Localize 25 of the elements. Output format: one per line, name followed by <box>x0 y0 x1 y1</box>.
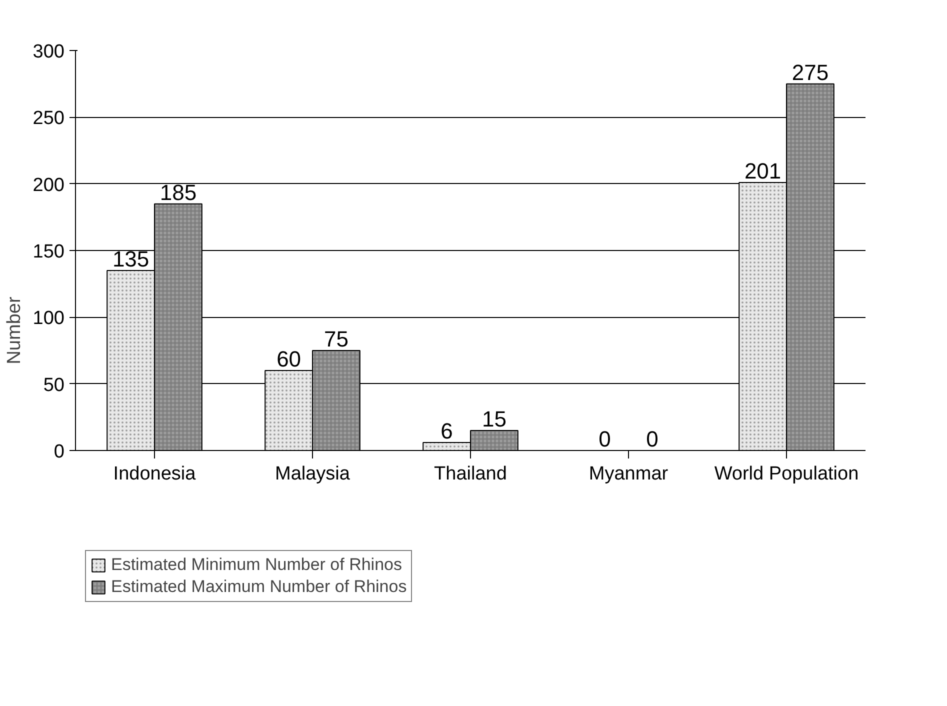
x-tick-label: Malaysia <box>275 464 350 484</box>
y-tick-label: 200 <box>32 174 64 196</box>
data-label: 15 <box>482 406 506 432</box>
legend-label: Estimated Maximum Number of Rhinos <box>111 577 407 597</box>
legend-label: Estimated Minimum Number of Rhinos <box>111 555 402 575</box>
data-label: 6 <box>440 418 453 444</box>
data-label: 201 <box>744 158 782 184</box>
data-label: 275 <box>792 60 829 85</box>
y-tick-label: 300 <box>32 42 64 62</box>
x-tick-label: Myanmar <box>588 464 669 484</box>
y-tick-label: 250 <box>32 108 64 130</box>
x-tick-label: Indonesia <box>113 464 196 484</box>
y-tick-label: 100 <box>32 308 64 330</box>
x-tick-label: World Population <box>714 464 859 484</box>
data-label: 60 <box>276 346 302 372</box>
data-label: 135 <box>112 246 150 272</box>
data-label: 185 <box>160 180 197 205</box>
y-axis-title: Number <box>4 296 25 364</box>
y-tick-label: 50 <box>43 374 65 396</box>
y-tick-label: 150 <box>32 242 64 262</box>
data-label: 0 <box>598 426 611 452</box>
data-label: 75 <box>324 326 348 352</box>
x-tick-label: Thailand <box>434 464 507 484</box>
y-tick-label: 0 <box>54 442 65 462</box>
data-label: 0 <box>646 426 658 452</box>
